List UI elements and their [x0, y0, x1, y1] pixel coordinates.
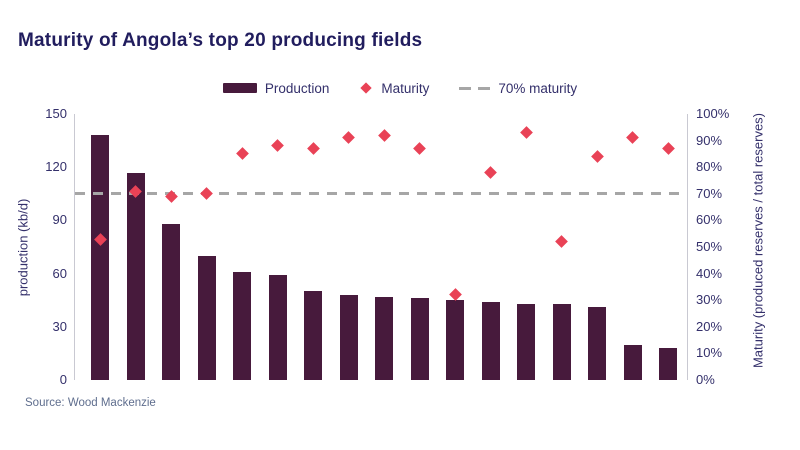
- production-bar: [446, 300, 464, 380]
- y-tick-left: 120: [45, 159, 67, 175]
- y-tick-right: 100%: [696, 106, 730, 121]
- production-bar: [481, 301, 500, 380]
- y-tick-right: 30%: [696, 292, 723, 308]
- y-tick-left: 60: [52, 265, 67, 281]
- production-bar: [197, 255, 216, 380]
- production-bar: [339, 294, 358, 380]
- y-tick-left: 30: [52, 318, 67, 334]
- left-axis-line: [74, 114, 75, 380]
- legend-item-threshold: 70% maturity: [459, 81, 577, 96]
- production-bar: [162, 223, 180, 380]
- maturity-point: [626, 131, 639, 145]
- legend-item-maturity: Maturity: [359, 81, 429, 96]
- production-bar: [268, 275, 287, 380]
- y-tick-left: 0: [59, 372, 67, 387]
- maturity-point: [377, 128, 391, 142]
- y-tick-right: 20%: [696, 318, 723, 334]
- legend-item-production: Production: [222, 80, 330, 96]
- y-tick-right: 80%: [696, 159, 723, 175]
- production-bar: [410, 298, 429, 380]
- maturity-point: [590, 150, 604, 163]
- maturity-point: [271, 139, 284, 153]
- maturity-diamond-icon: [360, 82, 373, 94]
- maturity-reference-line: [75, 192, 687, 196]
- y-tick-right: 60%: [696, 212, 723, 228]
- y-tick-right: 0%: [696, 372, 715, 387]
- production-bar: [126, 172, 145, 380]
- production-bar: [233, 271, 251, 380]
- maturity-point: [519, 126, 533, 139]
- production-bar-swatch-icon: [222, 83, 257, 93]
- maturity-point: [661, 142, 675, 155]
- y-tick-left: 150: [45, 106, 67, 121]
- maturity-point: [235, 147, 249, 161]
- left-axis-title: production (kb/d): [15, 198, 31, 297]
- production-bar: [517, 303, 535, 380]
- production-bar: [304, 291, 322, 380]
- maturity-point: [484, 166, 497, 179]
- y-tick-right: 50%: [696, 239, 723, 254]
- chart-title: Maturity of Angola’s top 20 producing fi…: [18, 30, 423, 51]
- production-bar: [659, 348, 677, 380]
- dashed-line-icon: [459, 86, 491, 90]
- legend: Production Maturity 70% maturity: [0, 78, 800, 98]
- maturity-point: [413, 142, 426, 155]
- y-tick-right: 10%: [696, 345, 723, 361]
- maturity-point: [200, 187, 213, 201]
- y-tick-right: 70%: [696, 185, 723, 201]
- production-bar: [375, 296, 393, 380]
- y-tick-left: 90: [52, 212, 67, 228]
- production-bar: [91, 135, 109, 380]
- legend-label-maturity: Maturity: [381, 80, 430, 96]
- legend-label-production: Production: [264, 80, 330, 96]
- y-tick-right: 90%: [696, 132, 723, 148]
- source-note: Source: Wood Mackenzie: [25, 397, 156, 409]
- production-bar: [552, 303, 571, 380]
- y-tick-right: 40%: [696, 265, 723, 281]
- maturity-point: [555, 235, 568, 249]
- production-bar: [623, 344, 642, 380]
- right-axis-line: [687, 114, 688, 380]
- legend-label-threshold: 70% maturity: [498, 80, 578, 96]
- right-axis-title: Maturity (produced reserves / total rese…: [750, 112, 766, 369]
- maturity-point: [342, 131, 355, 145]
- plot-area: 0 30 60 90 120 150 0% 10% 20% 30% 40% 50% 60% 70% 80% 9…: [45, 106, 729, 387]
- production-bar: [588, 307, 606, 380]
- maturity-point: [306, 142, 320, 155]
